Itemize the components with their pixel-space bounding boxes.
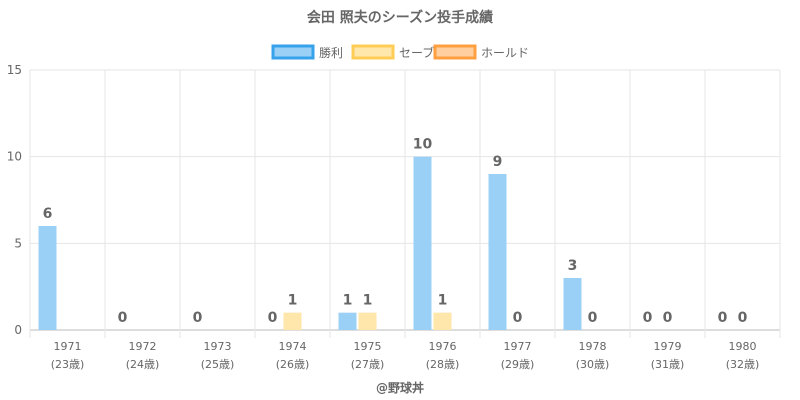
bar-1-5	[433, 312, 452, 330]
x-tick-label: (31歳)	[651, 358, 685, 371]
y-tick-label: 0	[14, 323, 22, 337]
x-tick-label: 1972	[129, 340, 157, 353]
bar-0-5	[413, 156, 432, 330]
legend-label-1: セーブ	[399, 45, 434, 60]
data-label-0-5: 10	[413, 137, 433, 153]
x-tick-label: 1980	[729, 340, 757, 353]
bar-1-4	[358, 312, 377, 330]
data-label-1-3: 1	[288, 293, 298, 309]
bars	[38, 156, 582, 330]
data-label-0-8: 0	[643, 310, 653, 326]
legend-swatch-1	[351, 44, 395, 60]
chart-title: 会田 照夫のシーズン投手成績	[307, 9, 493, 26]
data-label-0-9: 0	[718, 310, 728, 326]
data-label-0-6: 9	[493, 154, 503, 170]
y-axis: 0 5 10 15	[7, 63, 22, 337]
x-tick-label: (26歳)	[276, 358, 310, 371]
x-tick-label: (24歳)	[126, 358, 160, 371]
data-label-1-6: 0	[513, 310, 523, 326]
bar-0-6	[488, 174, 507, 330]
bar-0-0	[38, 226, 57, 330]
data-label-0-7: 3	[568, 258, 578, 274]
x-tick-label: (27歳)	[351, 358, 385, 371]
grid	[29, 69, 781, 338]
bar-1-3	[283, 312, 302, 330]
legend-swatch-2	[433, 44, 477, 60]
legend-swatch-0	[271, 44, 315, 60]
bar-0-7	[563, 278, 582, 330]
x-tick-label: (23歳)	[51, 358, 85, 371]
x-tick-label: (32歳)	[726, 358, 760, 371]
data-label-0-3: 0	[268, 310, 278, 326]
x-axis: 1971 (23歳) 1972 (24歳) 1973 (25歳) 1974 (26歳) 1975…	[51, 340, 760, 371]
x-tick-label: 1974	[279, 340, 307, 353]
data-label-1-8: 0	[663, 310, 673, 326]
data-label-1-5: 1	[438, 293, 448, 309]
x-tick-label: 1971	[54, 340, 82, 353]
y-tick-label: 15	[7, 63, 22, 77]
x-tick-label: 1977	[504, 340, 532, 353]
legend-label-2: ホールド	[481, 46, 529, 60]
legend-label-0: 勝利	[319, 45, 343, 60]
x-tick-label: 1976	[429, 340, 457, 353]
x-tick-label: 1978	[579, 340, 607, 353]
data-label-1-4: 1	[363, 293, 373, 309]
y-tick-label: 5	[14, 236, 22, 250]
x-tick-label: 1979	[654, 340, 682, 353]
x-tick-label: (28歳)	[426, 358, 460, 371]
y-tick-label: 10	[7, 150, 22, 164]
x-tick-label: (25歳)	[201, 358, 235, 371]
data-label-1-7: 0	[588, 310, 598, 326]
legend: 勝利 セーブ ホールド	[271, 44, 529, 60]
data-label-0-1: 0	[118, 310, 128, 326]
data-label-0-0: 6	[43, 206, 53, 222]
x-tick-label: (29歳)	[501, 358, 535, 371]
x-tick-label: (30歳)	[576, 358, 610, 371]
data-label-1-9: 0	[738, 310, 748, 326]
data-label-0-4: 1	[343, 293, 353, 309]
x-tick-label: 1973	[204, 340, 232, 353]
x-tick-label: 1975	[354, 340, 382, 353]
bar-0-4	[338, 312, 357, 330]
credit: @野球丼	[376, 380, 424, 395]
data-label-0-2: 0	[193, 310, 203, 326]
